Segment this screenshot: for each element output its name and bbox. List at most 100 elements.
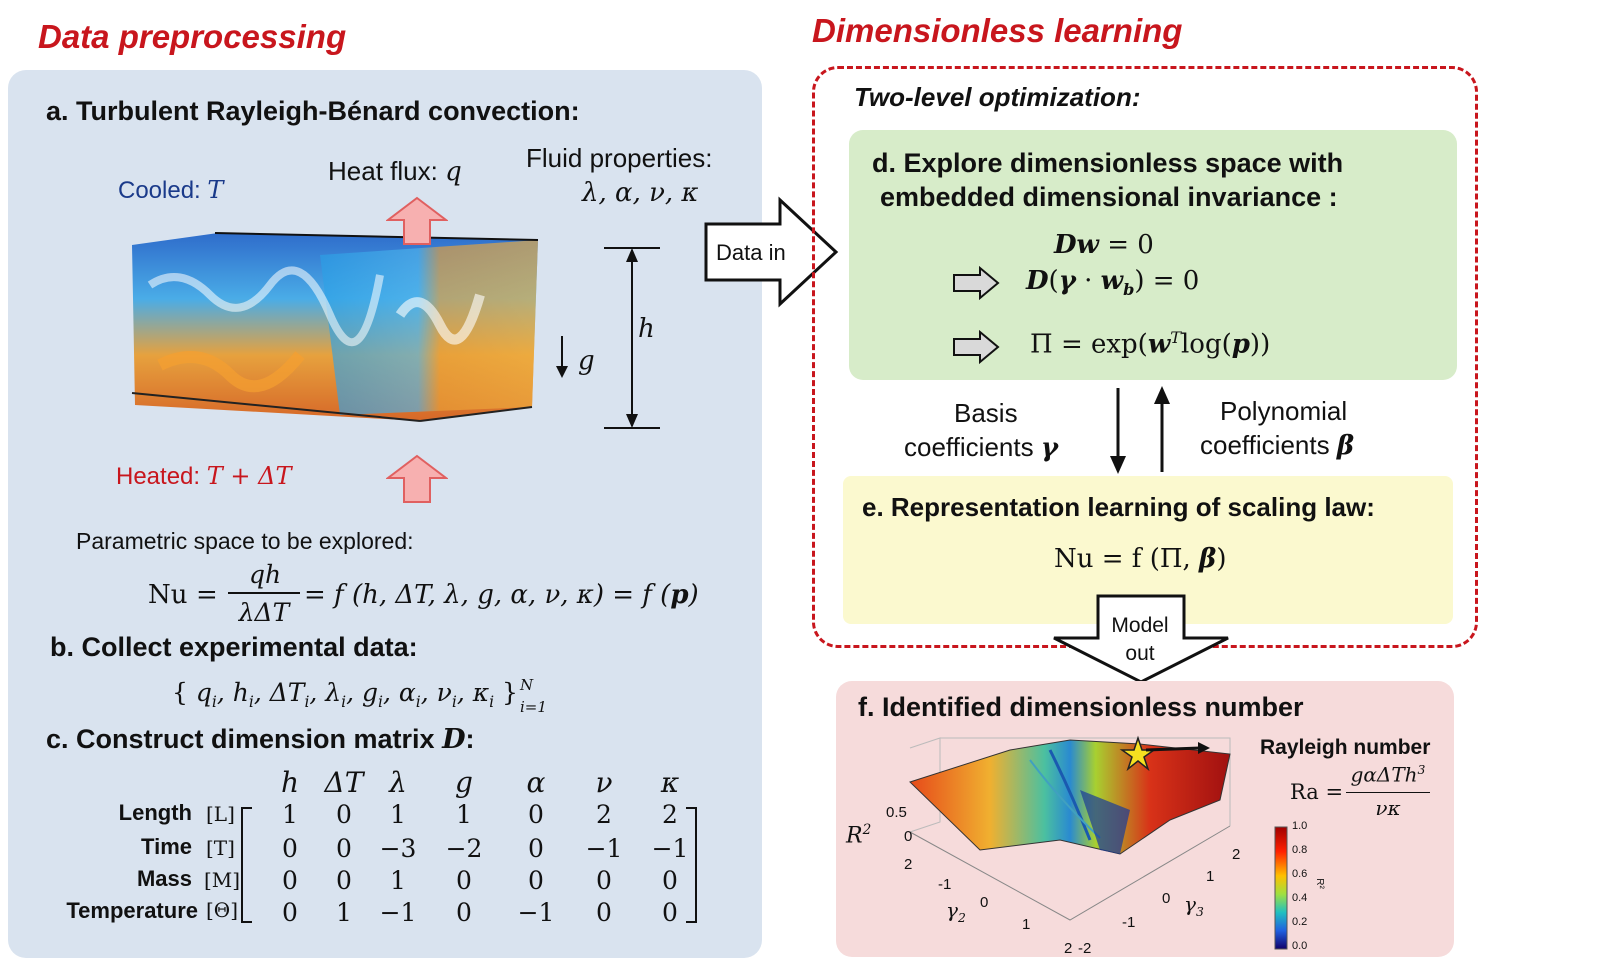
col-alpha: α <box>526 766 546 799</box>
gamma2-tick: 0 <box>980 894 989 911</box>
matrix-cell: 1 <box>390 800 406 829</box>
row-unit-time: [T] <box>206 836 235 860</box>
cooled-var: T <box>207 176 224 204</box>
heated-label: Heated: T + ΔT <box>116 462 292 490</box>
matrix-cell: −2 <box>445 834 483 863</box>
panel-e-heading: e. Representation learning of scaling la… <box>862 492 1375 522</box>
eq-gamma: D(γ · wb) = 0 <box>1026 266 1200 300</box>
colorbar-tick: 0.8 <box>1292 844 1308 856</box>
matrix-cell: 0 <box>596 866 612 895</box>
gamma3-tick: -2 <box>1078 940 1092 957</box>
gamma2-tick: 1 <box>1022 916 1031 933</box>
panel-d-heading-line2: embedded dimensional invariance : <box>880 182 1338 212</box>
coefficient-arrows <box>1110 386 1170 474</box>
panel-a-heading: a. Turbulent Rayleigh-Bénard convection: <box>46 96 580 126</box>
polynomial-label-line2: coefficients β <box>1200 430 1355 461</box>
nu-denominator: λΔT <box>238 598 290 627</box>
data-preprocessing-title: Data preprocessing <box>38 18 347 55</box>
gamma3-tick: 2 <box>1232 846 1241 863</box>
fluid-properties-vars: λ, α, ν, κ <box>582 178 699 208</box>
matrix-cell: 0 <box>282 898 298 927</box>
parametric-space-label: Parametric space to be explored: <box>76 528 414 554</box>
height-var: h <box>638 314 655 344</box>
gamma2-tick: 2 <box>904 856 913 873</box>
gamma2-tick: -1 <box>938 876 952 893</box>
model-out-label-1: Model <box>1111 614 1169 637</box>
matrix-right-bracket <box>686 807 697 923</box>
z-axis-label: R2 <box>846 822 872 849</box>
data-set: { qi, hi, ΔTi, λi, gi, αi, νi, κi } <box>172 678 518 711</box>
heat-flux-label: Heat flux: q <box>328 156 462 187</box>
matrix-cell: 2 <box>596 800 612 829</box>
col-g: g <box>455 766 473 799</box>
eq-nu-scaling: Nu = f (Π, β) <box>1054 544 1227 574</box>
matrix-cell: 0 <box>456 898 472 927</box>
matrix-cell: 0 <box>662 898 678 927</box>
col-h: h <box>280 766 300 799</box>
col-lambda: λ <box>389 766 407 799</box>
gravity-var: g <box>578 346 595 376</box>
cooled-label: Cooled: T <box>118 176 224 204</box>
basis-label-line2: coefficients γ <box>904 432 1058 463</box>
colorbar-tick: 0.0 <box>1292 940 1308 952</box>
basis-label-line1: Basis <box>954 398 1018 428</box>
matrix-cell: 0 <box>596 898 612 927</box>
matrix-cell: 0 <box>336 866 352 895</box>
row-label-time: Time <box>141 834 192 859</box>
model-out-label-2: out <box>1125 642 1155 665</box>
heat-flux-var: q <box>445 157 462 187</box>
matrix-cell: 2 <box>662 800 678 829</box>
row-unit-mass: [M] <box>204 868 241 892</box>
heated-var: T + ΔT <box>206 462 292 490</box>
rayleigh-number-label: Rayleigh number <box>1260 736 1431 759</box>
nu-symbol: Nu <box>148 580 188 610</box>
colorbar-tick: 1.0 <box>1292 820 1308 832</box>
ra-symbol: Ra = <box>1290 780 1344 804</box>
heat-flux-arrow-icon <box>386 196 448 245</box>
colorbar-tick: 0.2 <box>1292 916 1308 928</box>
colorbar-label: R² <box>1313 878 1325 889</box>
gravity-arrow-icon <box>556 336 568 378</box>
matrix-cell: 1 <box>390 866 406 895</box>
gamma-symbol: γ <box>1040 433 1058 463</box>
gamma2-axis-label: γ2 <box>946 898 966 925</box>
panel-c-heading: c. Construct dimension matrix D: <box>46 724 475 755</box>
col-dt: ΔT <box>324 766 364 799</box>
model-out-arrow-icon <box>1053 594 1229 684</box>
colorbar <box>1274 826 1288 950</box>
col-kappa: κ <box>660 766 680 799</box>
row-label-mass: Mass <box>136 866 192 891</box>
dimension-matrix-symbol: D <box>442 724 466 755</box>
panel-d <box>849 130 1457 380</box>
data-in-arrow-icon <box>704 196 839 308</box>
row-label-length: Length <box>118 800 192 825</box>
matrix-cell: 1 <box>282 800 298 829</box>
ra-numerator: gαΔTh3 <box>1350 762 1426 787</box>
matrix-cell: −1 <box>585 834 623 863</box>
eq-pi: Π = exp(wTlog(p)) <box>1030 328 1271 360</box>
row-unit-temperature: [Θ] <box>206 898 239 922</box>
panel-d-heading-line1: d. Explore dimensionless space with <box>872 148 1344 178</box>
gamma3-tick: 0 <box>1162 890 1171 907</box>
matrix-cell: 0 <box>662 866 678 895</box>
p-vector: p <box>670 580 689 610</box>
matrix-cell: 0 <box>456 866 472 895</box>
z-tick: 0.5 <box>886 804 907 821</box>
preprocessing-panel <box>8 70 762 958</box>
data-set-subscript: i=1 <box>520 698 547 716</box>
gamma3-tick: -1 <box>1122 914 1136 931</box>
dimensionless-learning-title: Dimensionless learning <box>812 12 1183 49</box>
two-level-title: Two-level optimization: <box>854 82 1141 112</box>
matrix-cell: −1 <box>379 898 417 927</box>
nu-rhs: = f (h, ΔT, λ, g, α, ν, κ) = f (p) <box>304 580 699 610</box>
fraction-bar <box>228 592 300 594</box>
gamma3-tick: 1 <box>1206 868 1215 885</box>
fluid-properties-label: Fluid properties: <box>526 143 713 173</box>
polynomial-label-line1: Polynomial <box>1220 396 1348 426</box>
matrix-cell: 0 <box>282 834 298 863</box>
eq-dw: Dw = 0 <box>1054 230 1154 260</box>
ra-denominator: νκ <box>1375 796 1401 820</box>
heating-arrow-icon <box>386 454 448 503</box>
panel-f-heading: f. Identified dimensionless number <box>858 692 1304 722</box>
convection-cell-graphic <box>131 232 539 422</box>
